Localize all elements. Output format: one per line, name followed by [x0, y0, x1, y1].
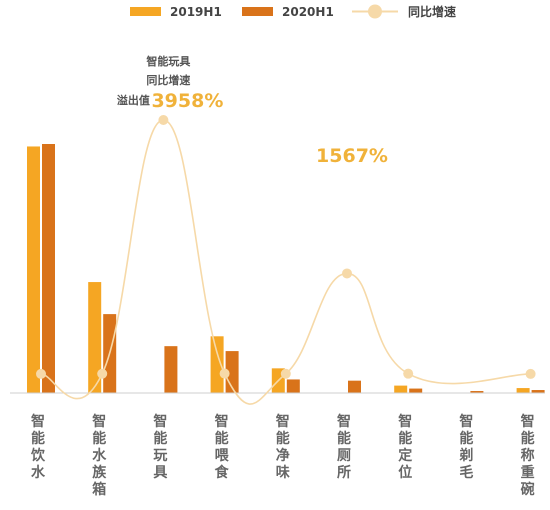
growth-line-layer	[36, 115, 536, 405]
category-label-1: 智能水族箱	[91, 413, 107, 498]
legend-label-2020h1: 2020H1	[282, 5, 334, 19]
bar-2020h1-2	[164, 346, 178, 393]
legend-marker-同比增速	[368, 4, 382, 19]
growth-point-4	[280, 368, 291, 379]
growth-point-8	[525, 368, 536, 379]
growth-point-5	[342, 268, 352, 279]
bar-2020h1-5	[348, 380, 361, 393]
legend: 2019H1 2020H1 同比增速	[130, 4, 456, 19]
annotation-0-line-1: 同比增速	[146, 73, 190, 87]
category-label-8: 智能称重碗	[520, 413, 535, 498]
category-label-7: 智能剃毛	[458, 413, 473, 481]
growth-point-1	[97, 368, 108, 379]
category-label-4: 智能净味	[275, 413, 290, 481]
annotation-0-value: 3958%	[151, 90, 223, 112]
legend-label-同比增速: 同比增速	[408, 4, 456, 19]
legend-swatch-2019h1	[130, 7, 161, 16]
bar-2019h1-3	[210, 336, 224, 393]
annotation-0-line-2: 溢出值	[117, 93, 150, 107]
category-label-0: 智能饮水	[30, 413, 46, 481]
bar-2019h1-0	[27, 146, 40, 393]
bar-2020h1-6	[409, 388, 423, 393]
legend-swatch-2020h1	[242, 7, 273, 16]
growth-point-6	[403, 368, 414, 379]
bar-2019h1-1	[88, 282, 102, 393]
category-label-3: 智能喂食	[214, 413, 230, 481]
annotation-0-line-0: 智能玩具	[146, 54, 190, 68]
bar-2020h1-0	[42, 144, 55, 393]
growth-line	[40, 119, 531, 405]
annotation-1-value: 1567%	[316, 145, 388, 167]
bar-2020h1-8	[531, 390, 545, 393]
bar-2020h1-7	[470, 391, 484, 393]
category-labels: 智能饮水 智能水族箱 智能玩具 智能喂食 智能净味 智能厕所 智能定位 智能剃毛 智能称重碗	[30, 413, 535, 498]
bar-2019h1-8	[516, 388, 530, 393]
category-label-5: 智能厕所	[336, 413, 351, 481]
bar-group	[10, 144, 545, 394]
bar-2019h1-6	[394, 385, 408, 393]
legend-label-2019h1: 2019H1	[170, 5, 222, 19]
category-label-2: 智能玩具	[152, 413, 167, 481]
growth-point-3	[219, 368, 230, 379]
growth-point-2	[158, 115, 169, 125]
growth-point-0	[36, 368, 46, 379]
bar-2020h1-4	[286, 379, 300, 393]
category-label-6: 智能定位	[397, 413, 412, 481]
